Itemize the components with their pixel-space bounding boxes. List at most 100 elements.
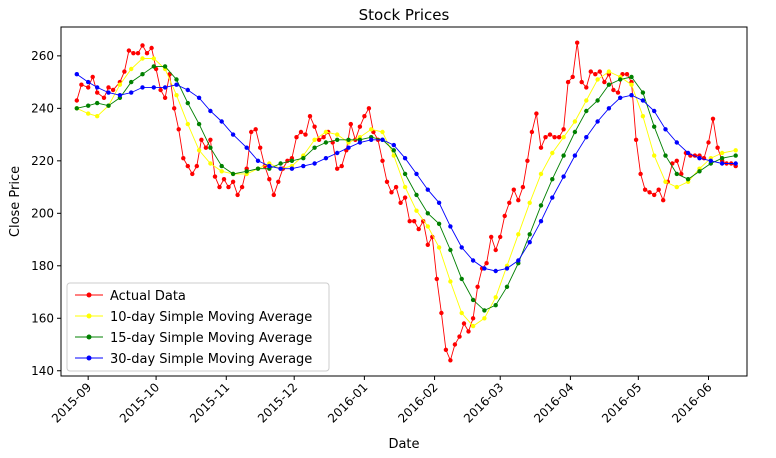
y-tick-label: 200	[31, 206, 54, 220]
data-point	[95, 85, 100, 90]
data-point	[674, 184, 679, 190]
data-point	[527, 200, 532, 205]
data-point	[389, 190, 394, 195]
data-point	[733, 161, 738, 166]
data-point	[550, 195, 555, 200]
data-point	[719, 150, 725, 156]
data-point	[335, 132, 340, 137]
data-point	[129, 79, 134, 85]
data-point	[516, 258, 521, 263]
y-tick-label: 180	[31, 259, 54, 273]
data-point	[633, 137, 639, 142]
data-point	[663, 179, 668, 184]
data-point	[733, 153, 738, 158]
data-point	[117, 82, 123, 87]
data-point	[547, 132, 553, 137]
data-point	[380, 137, 385, 142]
data-point	[588, 69, 593, 74]
data-point	[556, 135, 562, 140]
data-point	[316, 137, 322, 142]
data-point	[595, 119, 600, 124]
data-point	[289, 158, 295, 163]
data-point	[597, 69, 602, 74]
data-point	[640, 114, 646, 119]
data-point	[414, 192, 419, 198]
data-point	[335, 137, 340, 142]
data-point	[466, 329, 471, 334]
data-point	[412, 219, 417, 224]
y-tick-label: 160	[31, 311, 54, 325]
data-point	[357, 124, 363, 129]
data-point	[151, 64, 156, 69]
legend-label: 10-day Simple Moving Average	[110, 310, 312, 325]
data-point	[584, 98, 589, 103]
data-point	[230, 132, 236, 137]
data-point	[369, 137, 374, 142]
data-point	[194, 163, 199, 169]
data-point	[90, 74, 95, 80]
data-point	[129, 66, 134, 72]
data-point	[249, 129, 254, 135]
data-point	[498, 234, 503, 240]
data-point	[176, 127, 181, 132]
data-point	[323, 156, 329, 161]
data-point	[584, 108, 589, 114]
data-point	[579, 79, 584, 85]
data-point	[174, 77, 179, 82]
legend-label: 30-day Simple Moving Average	[110, 352, 312, 367]
data-point	[162, 85, 168, 90]
data-point	[516, 198, 521, 203]
data-point	[561, 174, 566, 179]
data-point	[652, 153, 657, 158]
data-point	[733, 148, 738, 153]
data-point	[301, 156, 306, 161]
data-point	[221, 177, 227, 182]
data-point	[719, 156, 725, 161]
data-point	[149, 45, 154, 51]
data-point	[493, 295, 498, 300]
legend-marker	[86, 355, 92, 361]
data-point	[402, 156, 408, 161]
data-point	[196, 148, 202, 153]
data-point	[219, 163, 224, 169]
data-point	[443, 347, 449, 352]
data-point	[380, 129, 385, 135]
data-point	[493, 303, 498, 308]
data-point	[391, 142, 396, 148]
data-point	[606, 106, 612, 111]
data-point	[470, 297, 476, 303]
data-point	[239, 184, 245, 190]
data-point	[402, 184, 408, 190]
data-point	[663, 127, 668, 132]
data-point	[647, 190, 652, 195]
data-point	[595, 98, 600, 103]
data-point	[131, 51, 136, 56]
data-point	[346, 145, 351, 150]
data-point	[584, 85, 589, 90]
data-point	[323, 129, 329, 135]
data-point	[117, 93, 123, 98]
data-point	[504, 266, 510, 271]
data-point	[484, 261, 489, 266]
data-point	[106, 85, 111, 90]
data-point	[502, 213, 507, 219]
data-point	[276, 179, 281, 184]
data-point	[706, 140, 711, 145]
data-point	[710, 116, 716, 122]
data-point	[470, 316, 476, 321]
data-point	[527, 232, 532, 237]
data-point	[158, 87, 163, 93]
data-point	[357, 140, 363, 145]
legend-marker	[86, 313, 92, 319]
data-point	[185, 87, 190, 93]
data-point	[267, 163, 272, 169]
data-point	[534, 111, 539, 116]
data-point	[219, 169, 224, 174]
data-point	[398, 200, 403, 205]
data-point	[362, 114, 367, 119]
data-point	[470, 258, 476, 263]
series-3	[74, 72, 738, 274]
data-point	[86, 85, 91, 90]
data-point	[448, 279, 453, 284]
